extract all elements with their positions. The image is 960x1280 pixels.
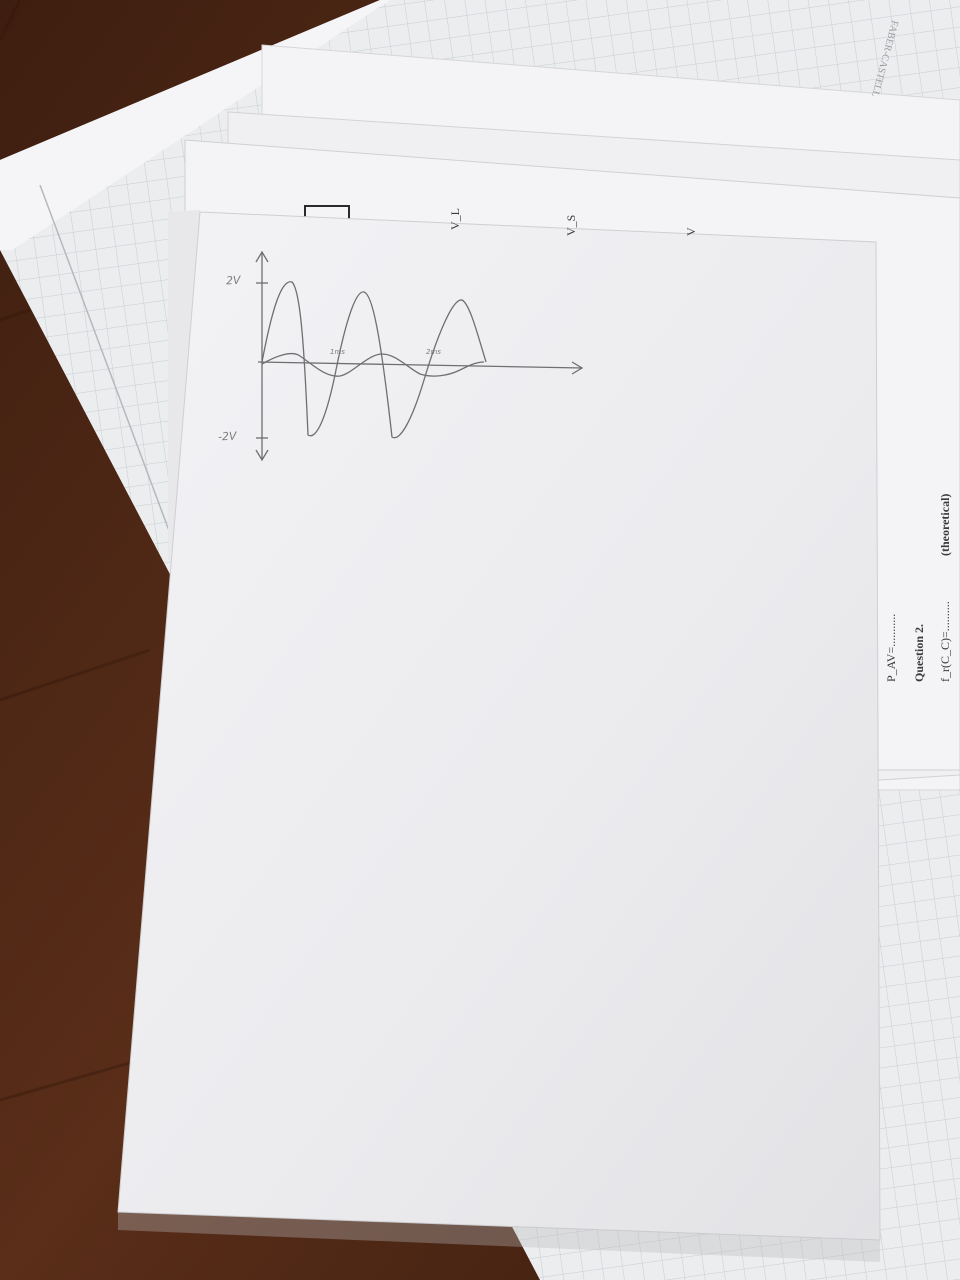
fr-line: f_r(C_C)=.......... xyxy=(938,601,952,682)
label-vs: V_S xyxy=(564,214,578,236)
large-sawtooth-wave xyxy=(261,281,487,439)
small-sine-wave xyxy=(261,352,485,377)
theoretical-note: (theoretical) xyxy=(938,493,952,556)
x-axis-arrow xyxy=(571,361,584,375)
y-axis-arrow-down xyxy=(255,449,269,462)
label-vl: V_L xyxy=(448,208,462,230)
t2-label: 2ms xyxy=(426,348,441,356)
question-2: Question 2. xyxy=(912,623,926,682)
label-v: V xyxy=(684,227,698,236)
x-axis xyxy=(257,361,583,369)
pav-line: P_AV=........... xyxy=(884,613,898,682)
t1-label: 1ms xyxy=(330,348,345,356)
y-axis-arrow-up xyxy=(255,250,269,263)
top-paper-sheet xyxy=(117,211,881,1241)
y-max-label: 2V xyxy=(225,273,241,288)
y-min-label: -2V xyxy=(217,429,237,444)
